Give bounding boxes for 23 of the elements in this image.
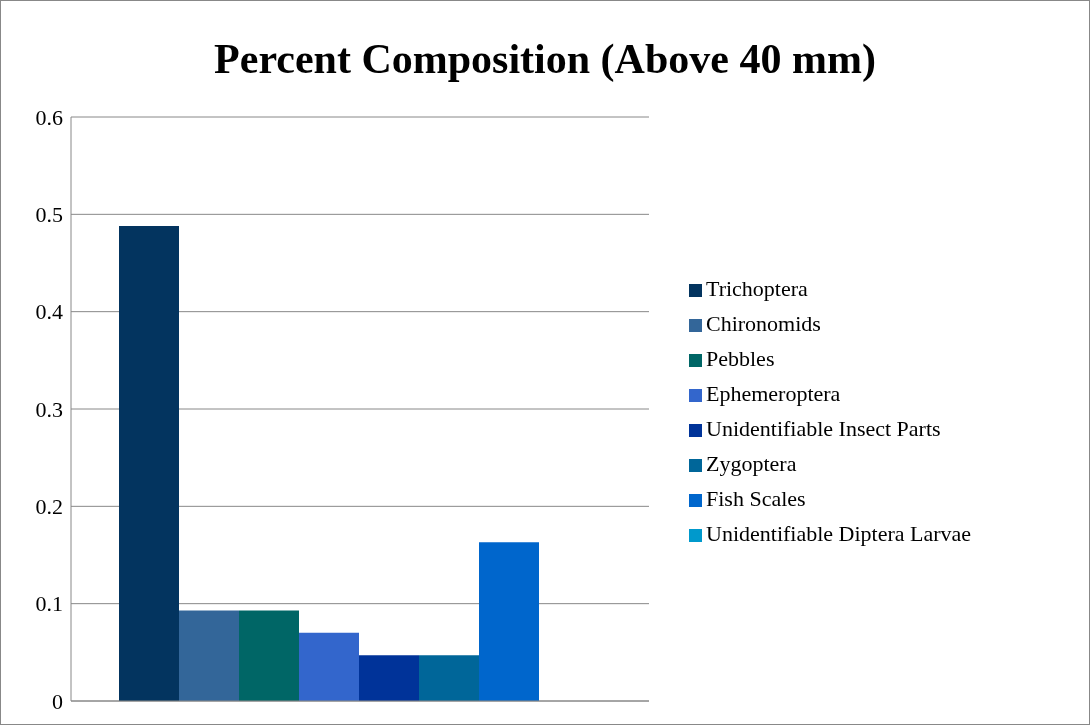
y-tick-label: 0.5 [35, 202, 63, 228]
bar [239, 610, 299, 701]
bar [179, 610, 239, 701]
chart-title: Percent Composition (Above 40 mm) [213, 35, 877, 84]
bar [419, 655, 479, 701]
bar [119, 226, 179, 701]
y-tick-label: 0 [52, 688, 63, 714]
legend-label: Ephemeroptera [706, 381, 841, 406]
legend-label: Fish Scales [706, 486, 806, 511]
legend-label: Unidentifiable Diptera Larvae [706, 521, 972, 546]
y-tick-label: 0.1 [35, 591, 63, 617]
legend-label: Chironomids [706, 311, 821, 336]
y-tick-label: 0.6 [35, 104, 63, 130]
legend-label: Pebbles [706, 346, 775, 371]
bar [359, 655, 419, 701]
y-tick-label: 0.2 [35, 494, 63, 520]
y-tick-label: 0.3 [35, 396, 63, 422]
legend-label: Trichoptera [706, 276, 808, 301]
bar [479, 542, 539, 701]
bar [299, 632, 359, 701]
y-tick-label: 0.4 [35, 299, 63, 325]
legend-label: Zygoptera [706, 451, 797, 476]
legend-label: Unidentifiable Insect Parts [706, 416, 941, 441]
